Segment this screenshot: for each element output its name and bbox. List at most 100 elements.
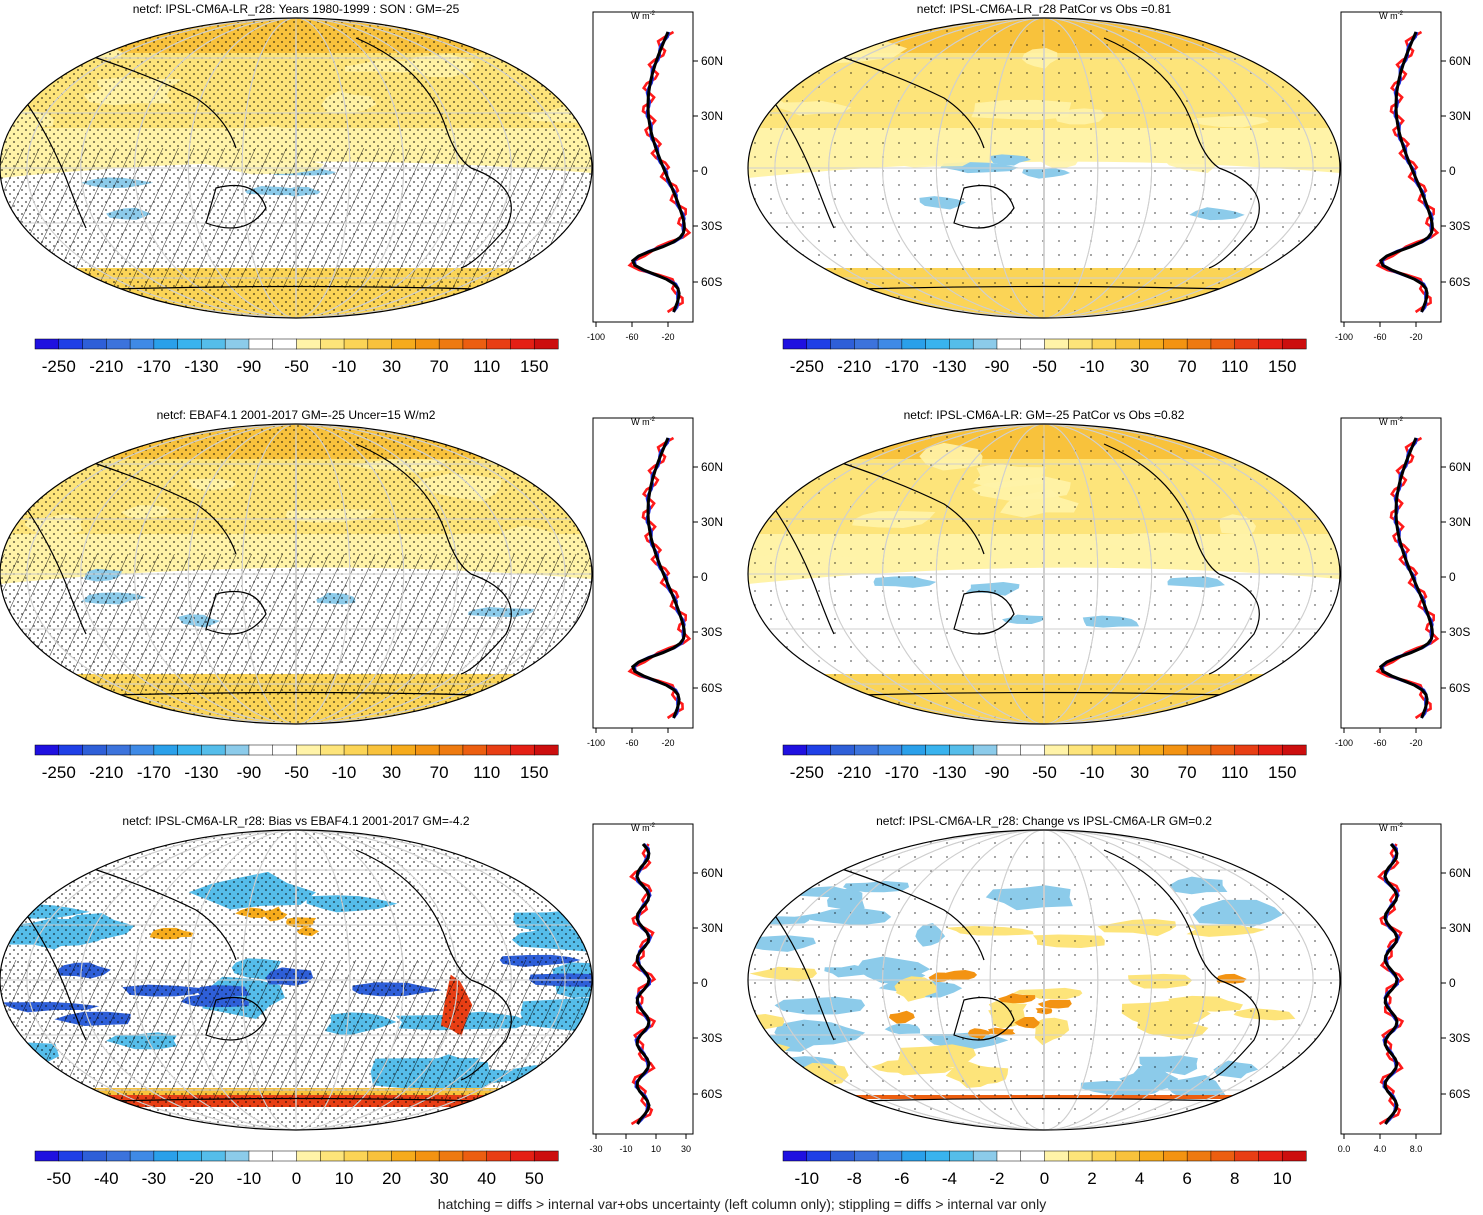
colorbar-label: -130 (932, 763, 966, 782)
coastline-path (763, 493, 835, 635)
colorbar-swatch (272, 338, 298, 350)
profile-xtick-label: -10 (619, 1144, 632, 1154)
colorbar-label: -50 (46, 1169, 71, 1188)
colorbar-swatch (177, 1150, 202, 1162)
meridian-line (187, 830, 405, 1130)
colorbar-swatch (391, 1150, 416, 1162)
colorbar-label: -170 (885, 763, 919, 782)
colorbar-label: -10 (794, 1169, 819, 1188)
colorbar-label: -50 (284, 357, 309, 376)
meridian-line (882, 424, 1206, 724)
colorbar-swatch (1210, 338, 1236, 350)
colorbar-swatch (1091, 744, 1117, 756)
colorbar-label: -90 (237, 763, 262, 782)
profile-frame (592, 823, 694, 1135)
meridian-line (80, 424, 512, 724)
colorbar-swatch (949, 338, 974, 350)
colorbar-swatch (972, 1150, 998, 1162)
profile-unit-exponent: -2 (1398, 417, 1404, 423)
coastline-path (65, 47, 237, 149)
colorbar-label: -8 (847, 1169, 862, 1188)
colorbar-swatch (877, 1150, 903, 1162)
colorbar-swatch (1258, 744, 1283, 756)
meridian-line (935, 18, 1153, 318)
meridian-line (774, 18, 1314, 318)
colorbar-swatch (415, 338, 440, 350)
map-outline (747, 423, 1341, 725)
colorbar-swatch (153, 338, 179, 350)
colorbar-label: -6 (894, 1169, 909, 1188)
graticule (0, 830, 592, 1130)
colorbar-label: -130 (932, 357, 966, 376)
colorbar-swatch (1258, 338, 1283, 350)
map-outline (0, 17, 593, 319)
profile-xtick-label: -100 (1335, 332, 1353, 342)
meridian-line (187, 18, 405, 318)
coastline-path (813, 47, 985, 149)
zonal-profile: W m-2 60N 30N 0 30S 60S -100 -60 -20 (587, 11, 723, 342)
profile-lat-label: 60N (701, 866, 723, 880)
colorbar-label: 70 (1178, 763, 1197, 782)
colorbar-swatch (1139, 744, 1164, 756)
colorbar-label: 30 (1130, 763, 1149, 782)
colorbar-label: -10 (332, 357, 357, 376)
panel-title: netcf: IPSL-CM6A-LR_r28 PatCor vs Obs =0… (917, 2, 1172, 16)
zonal-profile: W m-2 60N 30N 0 30S 60S 0.0 4.0 8.0 (1338, 823, 1471, 1154)
colorbar-label: -4 (942, 1169, 957, 1188)
colorbar-swatch (1044, 744, 1069, 756)
colorbar-swatch (1020, 744, 1046, 756)
profile-series-black (1378, 437, 1434, 719)
coastline-path (15, 87, 87, 229)
colorbar-label: -10 (1080, 763, 1105, 782)
coastline-path (1103, 849, 1220, 981)
colorbar-label: -10 (237, 1169, 262, 1188)
profile-xtick-label: -100 (1335, 738, 1353, 748)
colorbar-label: 30 (382, 763, 401, 782)
meridian-line (882, 830, 1206, 1130)
profile-series-black (1383, 843, 1399, 1125)
profile-lat-label: 30N (701, 515, 723, 529)
panel-title: netcf: IPSL-CM6A-LR: GM=-25 PatCor vs Ob… (904, 408, 1185, 422)
coastline-path (355, 37, 472, 169)
profile-series-black (1378, 31, 1434, 313)
colorbar-swatch (1210, 744, 1236, 756)
colorbar-label: -90 (985, 763, 1010, 782)
colorbar-swatch (854, 744, 879, 756)
colorbar-swatch (177, 338, 202, 350)
map-field (0, 424, 592, 724)
meridian-line (828, 18, 1260, 318)
profile-xtick-label: -100 (587, 332, 605, 342)
graticule (0, 424, 592, 724)
colorbar-swatch (224, 744, 250, 756)
colorbar-swatch (391, 338, 416, 350)
profile-series-red (627, 30, 692, 314)
profile-lat-label: 30S (1449, 219, 1470, 233)
colorbar-label: 50 (525, 1169, 544, 1188)
colorbar-swatch (996, 338, 1022, 350)
colorbar-swatch (1020, 1150, 1046, 1162)
colorbar-swatch (415, 744, 440, 756)
colorbar-label: -10 (1080, 357, 1105, 376)
colorbar-label: -2 (989, 1169, 1004, 1188)
colorbar-swatch (1068, 1150, 1093, 1162)
colorbar-swatch (972, 744, 998, 756)
colorbar-label: -170 (885, 357, 919, 376)
colorbar-swatch (201, 338, 226, 350)
field-blob (1293, 440, 1340, 469)
colorbar-swatch (830, 744, 855, 756)
coastline-path (813, 453, 985, 555)
meridian-line (295, 830, 297, 1130)
meridian-line (26, 18, 566, 318)
colorbar-swatch (782, 338, 808, 350)
meridian-line (134, 18, 458, 318)
colorbar-swatch (782, 744, 808, 756)
coastline-path (205, 996, 267, 1041)
meridian-line (295, 424, 297, 724)
meridian-line (1043, 424, 1045, 724)
colorbar-swatch (1068, 744, 1093, 756)
profile-unit-exponent: -2 (650, 11, 656, 17)
profile-xtick-label: -20 (1409, 332, 1422, 342)
colorbar-swatch (343, 744, 369, 756)
colorbar-swatch (58, 338, 84, 350)
profile-lat-label: 30S (1449, 625, 1470, 639)
